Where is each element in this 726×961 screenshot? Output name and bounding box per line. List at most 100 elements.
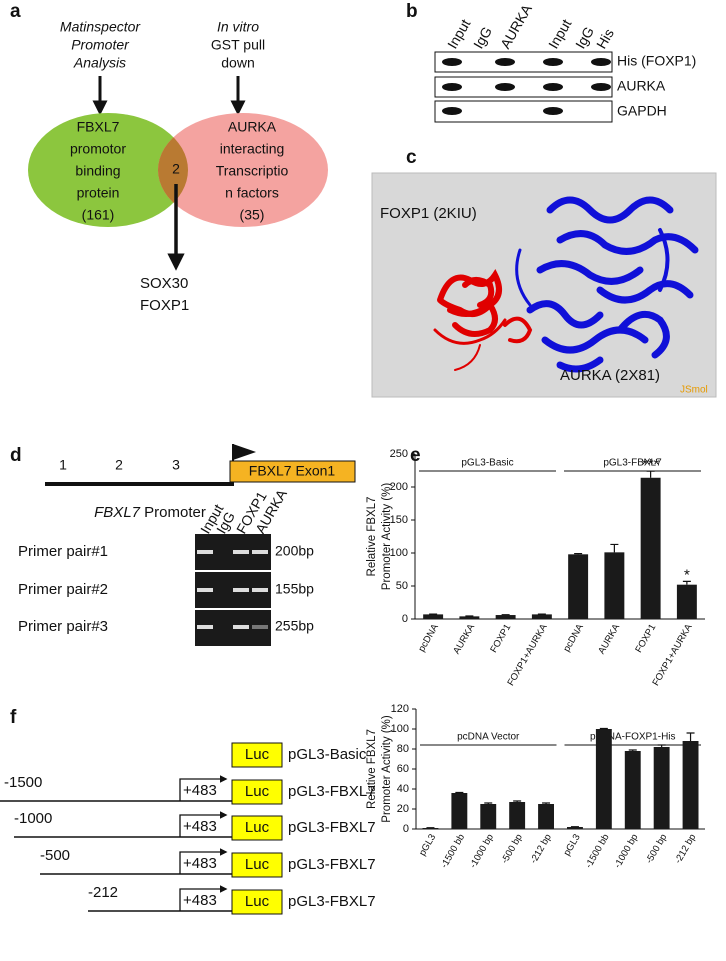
lane-label: IgG [470, 24, 495, 52]
blot-band [442, 107, 462, 115]
lane-label: Input [545, 16, 574, 51]
gel-band [233, 550, 249, 554]
gel-band [197, 625, 213, 629]
y-tick-label: 20 [397, 803, 409, 815]
promoter-word: Promoter [144, 504, 206, 521]
venn-right [158, 113, 328, 227]
x-tick-label: pcDNA [416, 622, 441, 654]
foxp1-structure [433, 269, 533, 371]
venn-left [28, 113, 188, 227]
error-bar [686, 732, 695, 741]
luc-box [231, 742, 283, 768]
bar [423, 614, 444, 619]
bar [538, 804, 554, 829]
result-gene: SOX30 [140, 275, 188, 292]
error-bar [484, 802, 493, 804]
panel-label: d [10, 445, 22, 466]
site-label: 1 [59, 457, 67, 473]
set-text: n factors [225, 185, 279, 201]
tss-arrow [179, 811, 228, 837]
exon-label: FBXL7 Exon1 [249, 463, 336, 479]
x-tick-label: -500 bp [644, 832, 670, 865]
product-size: 255bp [275, 618, 314, 634]
bar [604, 552, 625, 619]
blot-band [591, 58, 611, 66]
panel-label: b [406, 1, 418, 22]
luc-box [231, 889, 283, 915]
bar [595, 729, 612, 829]
x-tick-label: -1000 bp [468, 832, 496, 870]
overlap-count: 2 [172, 161, 180, 177]
y-tick-label: 60 [397, 763, 409, 775]
blot-box [434, 76, 613, 98]
group-label: pGL3-Basic [461, 458, 513, 469]
gel-band [252, 550, 268, 554]
error-bar [628, 749, 637, 751]
exon-box [229, 460, 356, 483]
x-tick-label: -212 bp [528, 832, 554, 865]
blot-band [543, 58, 563, 66]
y-tick-label: 40 [397, 783, 409, 795]
gel-band [197, 550, 213, 554]
reporter-label: Luc [245, 893, 270, 910]
bar [451, 793, 468, 829]
luc-box [231, 852, 283, 878]
bar [682, 741, 699, 829]
blot-box [434, 51, 613, 73]
luc-box [231, 779, 283, 805]
y-axis-label: Promoter Activity (%) [381, 715, 393, 823]
x-tick-label: FOXP1 [488, 622, 513, 654]
bar [567, 827, 583, 829]
tss-flag [233, 444, 256, 460]
blot-band [442, 58, 462, 66]
y-tick-label: 120 [391, 703, 409, 715]
source-text: Analysis [73, 55, 126, 71]
y-tick-label: 0 [403, 823, 409, 835]
bar [495, 615, 516, 619]
reporter-label: Luc [245, 856, 270, 873]
gel-band [252, 588, 268, 592]
y-tick-label: 250 [390, 448, 408, 460]
blot-band [543, 107, 563, 115]
error-bar [574, 553, 583, 555]
y-axis-label: Relative FBXL7 [366, 729, 378, 809]
blot-band [495, 58, 515, 66]
x-tick-label: -1000 bp [612, 832, 640, 870]
group-label: pcDNA Vector [457, 732, 520, 743]
construct-end: +483 [183, 818, 217, 835]
error-bar [610, 543, 619, 553]
error-bar [542, 802, 551, 804]
gene-name: FBXL7 [94, 504, 141, 521]
blot-band [543, 83, 563, 91]
bar [676, 584, 697, 619]
construct-start: -1500 [4, 774, 42, 791]
construct-end: +483 [183, 892, 217, 909]
x-tick-label: FOXP1+AURKA [505, 622, 550, 688]
bar [480, 804, 497, 829]
reporter-label: Luc [245, 783, 270, 800]
set-text: FBXL7 [77, 119, 120, 135]
site-label: 2 [115, 457, 123, 473]
construct-start: -212 [88, 884, 118, 901]
primer-label: Primer pair#1 [18, 543, 108, 560]
source-text: Matinspector [60, 19, 141, 35]
panel-label: a [10, 1, 21, 22]
set-text: promotor [70, 141, 126, 157]
bar [640, 477, 661, 619]
lane-label: His [593, 26, 617, 52]
panel-label: c [406, 147, 417, 168]
lane-label: AURKA [497, 1, 535, 51]
source-text: Promoter [71, 37, 130, 53]
set-text: Transcriptio [216, 163, 289, 179]
gel-band [233, 588, 249, 592]
set-text: (161) [82, 207, 115, 223]
x-tick-label: AURKA [596, 622, 622, 656]
y-tick-label: 100 [390, 547, 408, 559]
lane-label: Input [444, 16, 473, 51]
gel-band [197, 588, 213, 592]
gel-band [252, 625, 268, 629]
panel-label: f [10, 707, 17, 728]
construct-name: pGL3-FBXL7 [288, 856, 376, 873]
x-tick-label: -500 bp [499, 832, 525, 865]
bar [509, 802, 526, 829]
